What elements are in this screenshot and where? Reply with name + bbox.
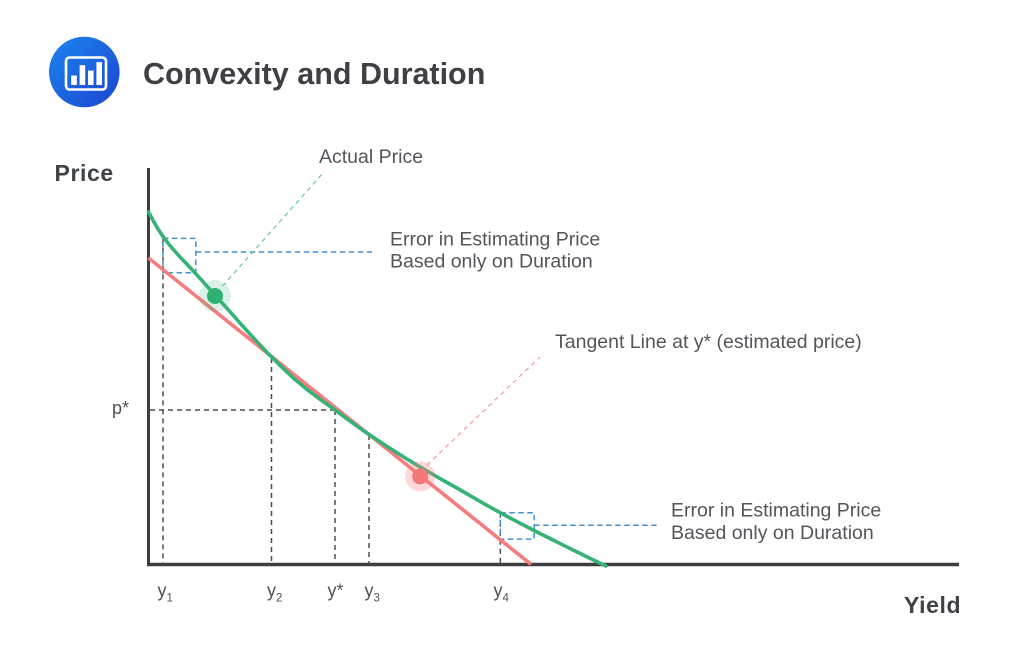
svg-text:Tangent Line at y* (estimated: Tangent Line at y* (estimated price) bbox=[555, 331, 862, 353]
svg-text:y*: y* bbox=[328, 581, 344, 601]
svg-text:Convexity and Duration: Convexity and Duration bbox=[143, 57, 485, 91]
svg-text:y4: y4 bbox=[494, 581, 510, 605]
svg-text:p*: p* bbox=[112, 398, 129, 418]
svg-text:Based only on Duration: Based only on Duration bbox=[390, 250, 593, 272]
svg-text:y2: y2 bbox=[267, 581, 282, 605]
svg-text:Error in Estimating Price: Error in Estimating Price bbox=[671, 500, 881, 522]
svg-text:Based only on Duration: Based only on Duration bbox=[671, 522, 874, 544]
svg-text:Actual Price: Actual Price bbox=[319, 146, 423, 168]
svg-text:y3: y3 bbox=[365, 581, 380, 605]
svg-text:Yield: Yield bbox=[904, 592, 961, 618]
svg-text:Price: Price bbox=[55, 160, 114, 186]
svg-text:y1: y1 bbox=[158, 581, 173, 605]
svg-text:Error in Estimating Price: Error in Estimating Price bbox=[390, 228, 600, 250]
